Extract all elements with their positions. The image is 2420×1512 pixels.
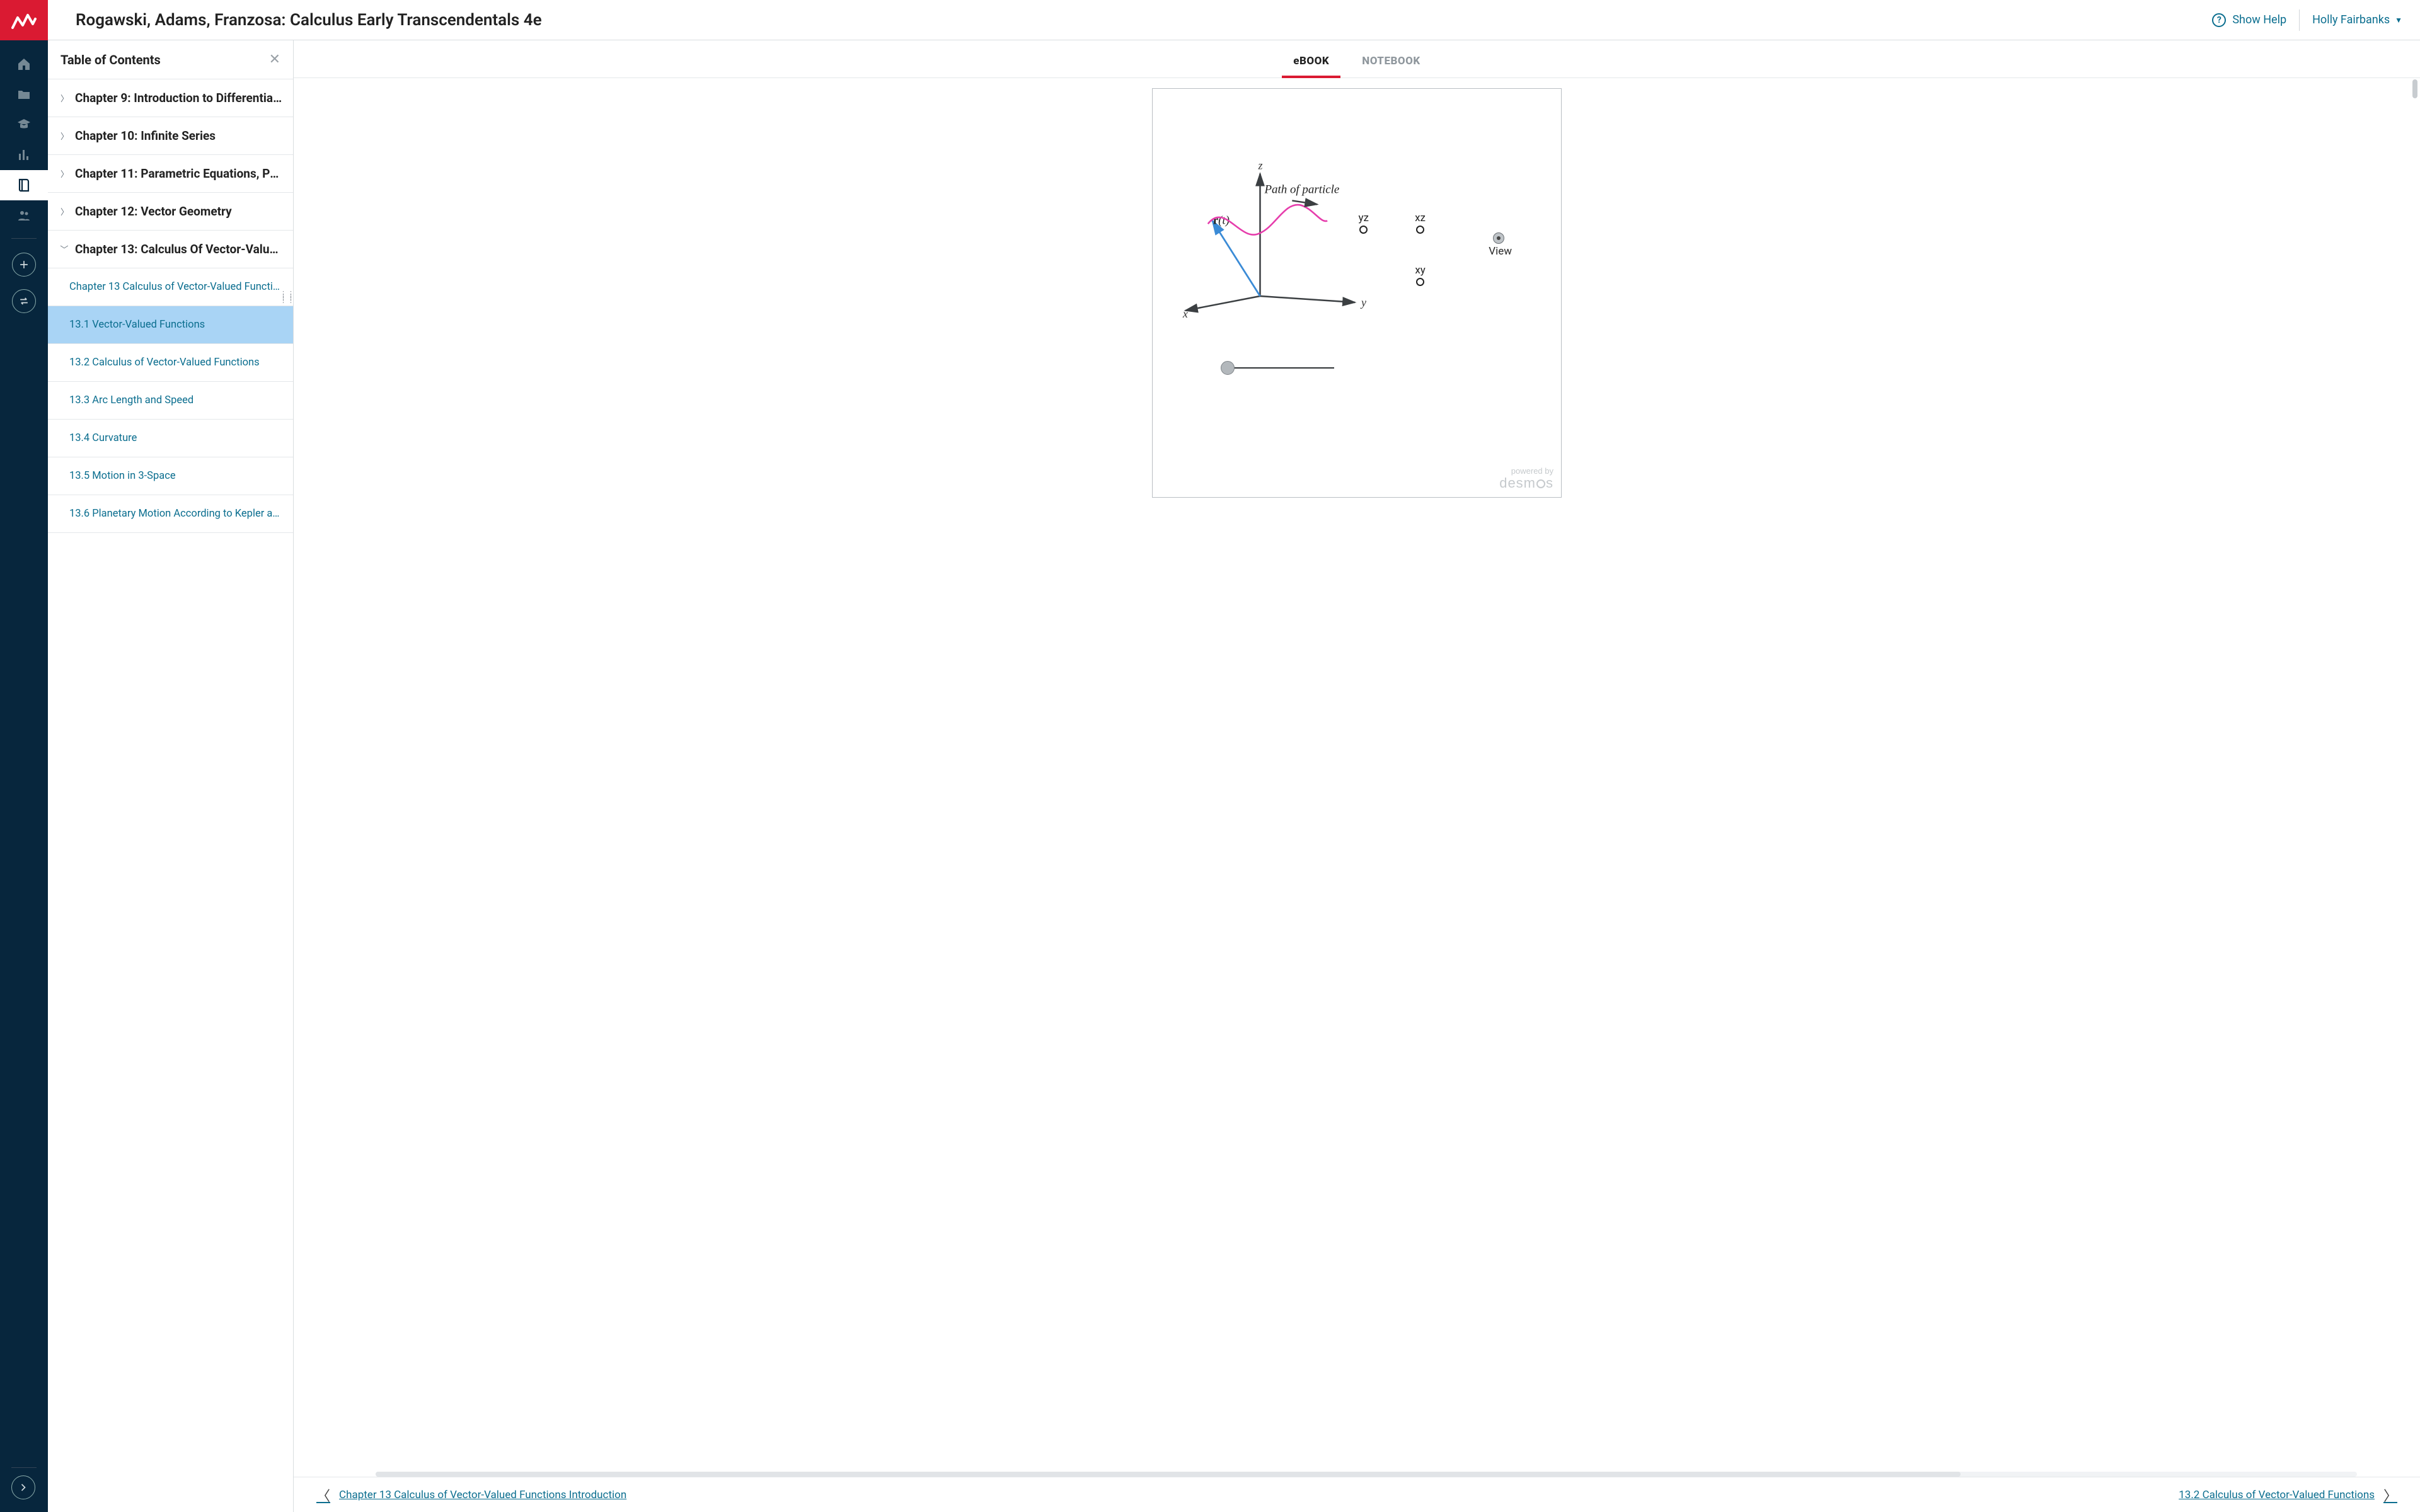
view-label: View bbox=[1489, 245, 1512, 258]
show-help-label: Show Help bbox=[2232, 13, 2286, 26]
toc-chapter-expanded[interactable]: 〉 Chapter 13: Calculus Of Vector-Valued … bbox=[48, 231, 293, 268]
stats-icon[interactable] bbox=[0, 140, 48, 170]
plane-radio-xz[interactable]: xz bbox=[1415, 212, 1426, 234]
page-scrollbar-thumb[interactable] bbox=[2412, 79, 2417, 98]
folder-icon[interactable] bbox=[0, 79, 48, 110]
plane-radio-xy[interactable]: xy bbox=[1415, 264, 1426, 286]
plane-radio-column: xz xy bbox=[1415, 212, 1426, 286]
chevron-right-icon: 〉 bbox=[60, 205, 69, 217]
toc-chapter[interactable]: 〉 Chapter 12: Vector Geometry bbox=[48, 193, 293, 231]
home-icon[interactable] bbox=[0, 49, 48, 79]
toc-section-active[interactable]: 13.1 Vector-Valued Functions bbox=[48, 306, 293, 344]
toc-section[interactable]: Chapter 13 Calculus of Vector-Valued Fun… bbox=[48, 268, 293, 306]
top-bar: Rogawski, Adams, Franzosa: Calculus Earl… bbox=[48, 0, 2420, 40]
add-button[interactable] bbox=[12, 253, 36, 277]
toc-resize-handle[interactable] bbox=[291, 40, 296, 1512]
desmos-attribution: powered by desms bbox=[1499, 467, 1553, 491]
tab-ebook[interactable]: eBOOK bbox=[1288, 46, 1334, 77]
horizontal-scrollbar[interactable] bbox=[376, 1472, 2357, 1477]
show-help-link[interactable]: ? Show Help bbox=[2212, 9, 2300, 31]
content-pane: eBOOK NOTEBOOK bbox=[294, 40, 2420, 1512]
next-section-link[interactable]: 13.2 Calculus of Vector-Valued Functions… bbox=[2179, 1485, 2397, 1505]
help-icon: ? bbox=[2212, 13, 2226, 27]
svg-text:z: z bbox=[1257, 159, 1262, 172]
user-menu[interactable]: Holly Fairbanks ▼ bbox=[2312, 13, 2402, 26]
chapter-nav: 〈 Chapter 13 Calculus of Vector-Valued F… bbox=[294, 1477, 2420, 1512]
slider-track bbox=[1228, 367, 1334, 369]
toc-list: 〉 Chapter 9: Introduction to Differentia… bbox=[48, 79, 293, 1512]
desmos-figure[interactable]: z y x r(t) Path of particle bbox=[1152, 88, 1562, 498]
chevron-right-icon: 〉 bbox=[60, 130, 69, 142]
toc-section[interactable]: 13.2 Calculus of Vector-Valued Functions bbox=[48, 344, 293, 382]
drag-dots-icon: ⋮⋮⋮⋮⋮⋮ bbox=[280, 292, 295, 302]
app-shell: Rogawski, Adams, Franzosa: Calculus Earl… bbox=[48, 0, 2420, 1512]
view-orbit-handle[interactable] bbox=[1493, 232, 1504, 244]
chevron-down-icon: 〉 bbox=[59, 245, 71, 253]
toc-chapter[interactable]: 〉 Chapter 9: Introduction to Differentia… bbox=[48, 79, 293, 117]
toc-chapter[interactable]: 〉 Chapter 11: Parametric Equations, Pol… bbox=[48, 155, 293, 193]
expand-rail-button[interactable] bbox=[11, 1475, 35, 1499]
caret-down-icon: ▼ bbox=[2395, 16, 2402, 25]
tab-notebook[interactable]: NOTEBOOK bbox=[1357, 46, 1425, 77]
svg-text:y: y bbox=[1360, 296, 1366, 309]
toc-title: Table of Contents bbox=[60, 52, 161, 67]
figure-container: z y x r(t) Path of particle bbox=[294, 78, 2420, 1472]
close-toc-button[interactable]: ✕ bbox=[269, 52, 280, 67]
toc-section[interactable]: 13.4 Curvature bbox=[48, 420, 293, 457]
toc-panel: Table of Contents ✕ 〉 Chapter 9: Introdu… bbox=[48, 40, 294, 1512]
people-icon[interactable] bbox=[0, 200, 48, 231]
content-tabs: eBOOK NOTEBOOK bbox=[294, 40, 2420, 78]
chevron-right-icon: 〉 bbox=[60, 92, 69, 104]
chevron-right-icon: 〉 bbox=[2383, 1485, 2397, 1505]
toc-chapter[interactable]: 〉 Chapter 10: Infinite Series bbox=[48, 117, 293, 155]
brand-logo[interactable] bbox=[0, 0, 48, 40]
user-name: Holly Fairbanks bbox=[2312, 13, 2390, 26]
chevron-left-icon: 〈 bbox=[316, 1485, 330, 1505]
toc-section[interactable]: 13.3 Arc Length and Speed bbox=[48, 382, 293, 420]
prev-section-link[interactable]: 〈 Chapter 13 Calculus of Vector-Valued F… bbox=[316, 1485, 626, 1505]
slider-knob[interactable] bbox=[1221, 361, 1235, 375]
main-area: Table of Contents ✕ 〉 Chapter 9: Introdu… bbox=[48, 40, 2420, 1512]
figure-svg: z y x r(t) Path of particle bbox=[1153, 89, 1561, 497]
scroll-thumb[interactable] bbox=[376, 1472, 1961, 1477]
time-slider[interactable] bbox=[1221, 361, 1334, 375]
left-nav-rail bbox=[0, 0, 48, 1512]
toc-section[interactable]: 13.6 Planetary Motion According to Keple… bbox=[48, 495, 293, 533]
education-icon[interactable] bbox=[0, 110, 48, 140]
chevron-right-icon: 〉 bbox=[60, 168, 69, 180]
plane-radio-yz[interactable]: yz bbox=[1359, 212, 1369, 234]
toc-section[interactable]: 13.5 Motion in 3-Space bbox=[48, 457, 293, 495]
book-title: Rogawski, Adams, Franzosa: Calculus Earl… bbox=[76, 11, 542, 30]
book-icon[interactable] bbox=[0, 170, 48, 200]
svg-text:Path of particle: Path of particle bbox=[1264, 183, 1339, 196]
svg-text:x: x bbox=[1182, 307, 1188, 320]
swap-button[interactable] bbox=[12, 289, 36, 313]
toc-header: Table of Contents ✕ bbox=[48, 40, 293, 79]
